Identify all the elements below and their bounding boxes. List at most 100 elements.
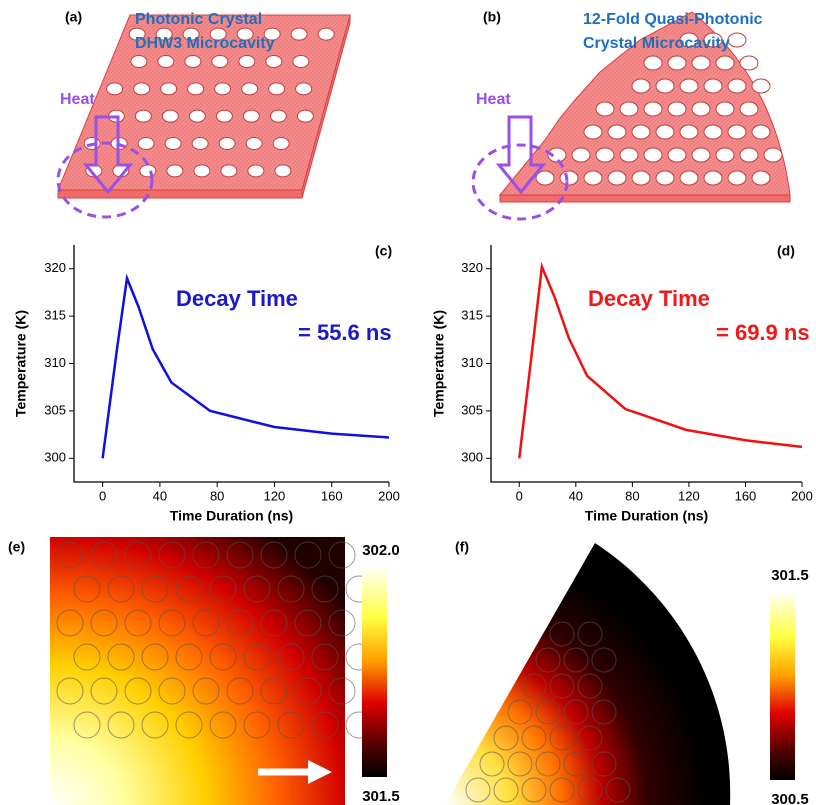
panel-label: (c)	[375, 243, 392, 259]
colorbar	[770, 590, 795, 780]
hole-outline	[243, 575, 271, 603]
hole	[643, 147, 663, 163]
slab-a	[57, 14, 351, 199]
heat-marker-b	[471, 115, 569, 221]
line	[101, 273, 390, 459]
y-tick-label: 310	[461, 355, 483, 370]
heat-marker-a	[56, 115, 154, 219]
hole-outline	[563, 699, 589, 725]
hole-outline	[328, 609, 356, 637]
hole	[139, 164, 157, 178]
hole-outline	[311, 711, 339, 739]
hole-outline	[521, 777, 547, 803]
hole-outline	[549, 725, 575, 751]
hole-outline	[56, 677, 84, 705]
y-tick-label: 310	[44, 355, 66, 370]
hole-outline	[90, 677, 118, 705]
hole-outline	[226, 677, 254, 705]
colorbar-tick-label: 300.5	[771, 791, 809, 805]
hole-outline	[507, 751, 533, 777]
hole-outline	[493, 777, 519, 803]
y-tick-label: 300	[461, 450, 483, 465]
hole-outline	[328, 541, 356, 569]
hole	[296, 109, 314, 123]
hole-outline	[243, 711, 271, 739]
hole-outline	[465, 777, 491, 803]
hole-outline	[549, 777, 575, 803]
hole-outline	[124, 677, 152, 705]
hole	[164, 137, 182, 151]
hole	[218, 137, 236, 151]
hole-outline	[493, 725, 519, 751]
hole	[595, 101, 615, 117]
colorbar-tick-label: 301.5	[771, 567, 809, 584]
hole-outline	[311, 643, 339, 671]
line	[518, 261, 803, 459]
arrow-head	[308, 760, 332, 784]
annotation: = 55.6 ns	[298, 320, 392, 345]
hole-outline	[107, 643, 135, 671]
annotation: Decay Time	[588, 286, 710, 311]
hole-outline	[158, 541, 186, 569]
hole	[274, 164, 292, 178]
hole-outline	[209, 575, 237, 603]
hole-outline	[591, 647, 617, 673]
hole-outline	[141, 643, 169, 671]
hole	[290, 27, 308, 41]
hole	[667, 55, 687, 71]
hole	[607, 124, 627, 140]
hole-outline	[175, 711, 203, 739]
x-tick-label: 200	[791, 488, 813, 503]
hole-outline	[260, 609, 288, 637]
hole	[137, 137, 155, 151]
hole	[631, 124, 651, 140]
hole	[619, 147, 639, 163]
hole-outline	[90, 541, 118, 569]
hole	[679, 124, 699, 140]
hole-grid	[465, 621, 631, 803]
hole-outline	[521, 725, 547, 751]
hole	[188, 109, 206, 123]
hole-outline	[577, 673, 603, 699]
hole	[182, 27, 200, 41]
hole	[215, 109, 233, 123]
hole-outline	[479, 751, 505, 777]
hole	[643, 101, 663, 117]
hole	[751, 170, 771, 186]
y-tick-label: 305	[44, 402, 66, 417]
hole-outline	[226, 609, 254, 637]
hole-outline	[243, 643, 271, 671]
hole	[643, 55, 663, 71]
hole	[631, 170, 651, 186]
hole-outline	[294, 541, 322, 569]
hole-outline	[124, 541, 152, 569]
hole-outline	[563, 647, 589, 673]
hole	[241, 82, 259, 96]
hole	[184, 54, 202, 68]
colorbar-tick-label: 301.5	[362, 788, 400, 805]
diagram-title: Photonic Crystal	[135, 11, 262, 28]
hole	[295, 82, 313, 96]
hole	[155, 27, 173, 41]
y-axis-title: Temperature (K)	[13, 310, 29, 417]
y-tick-label: 315	[44, 308, 66, 323]
hole	[667, 101, 687, 117]
hole	[269, 109, 287, 123]
hole	[691, 55, 711, 71]
hole	[547, 147, 567, 163]
colorbar	[362, 565, 387, 777]
hole-outline	[141, 575, 169, 603]
hole	[595, 147, 615, 163]
hole	[679, 170, 699, 186]
hole	[268, 82, 286, 96]
hole-outline	[535, 699, 561, 725]
hole	[655, 170, 675, 186]
hole	[535, 170, 555, 186]
diagram-title: 12-Fold Quasi-Photonic	[583, 11, 763, 28]
hole	[667, 147, 687, 163]
hole	[265, 54, 283, 68]
x-tick-label: 40	[569, 488, 583, 503]
hole	[703, 170, 723, 186]
hole-outline	[591, 699, 617, 725]
hole-outline	[577, 777, 603, 803]
